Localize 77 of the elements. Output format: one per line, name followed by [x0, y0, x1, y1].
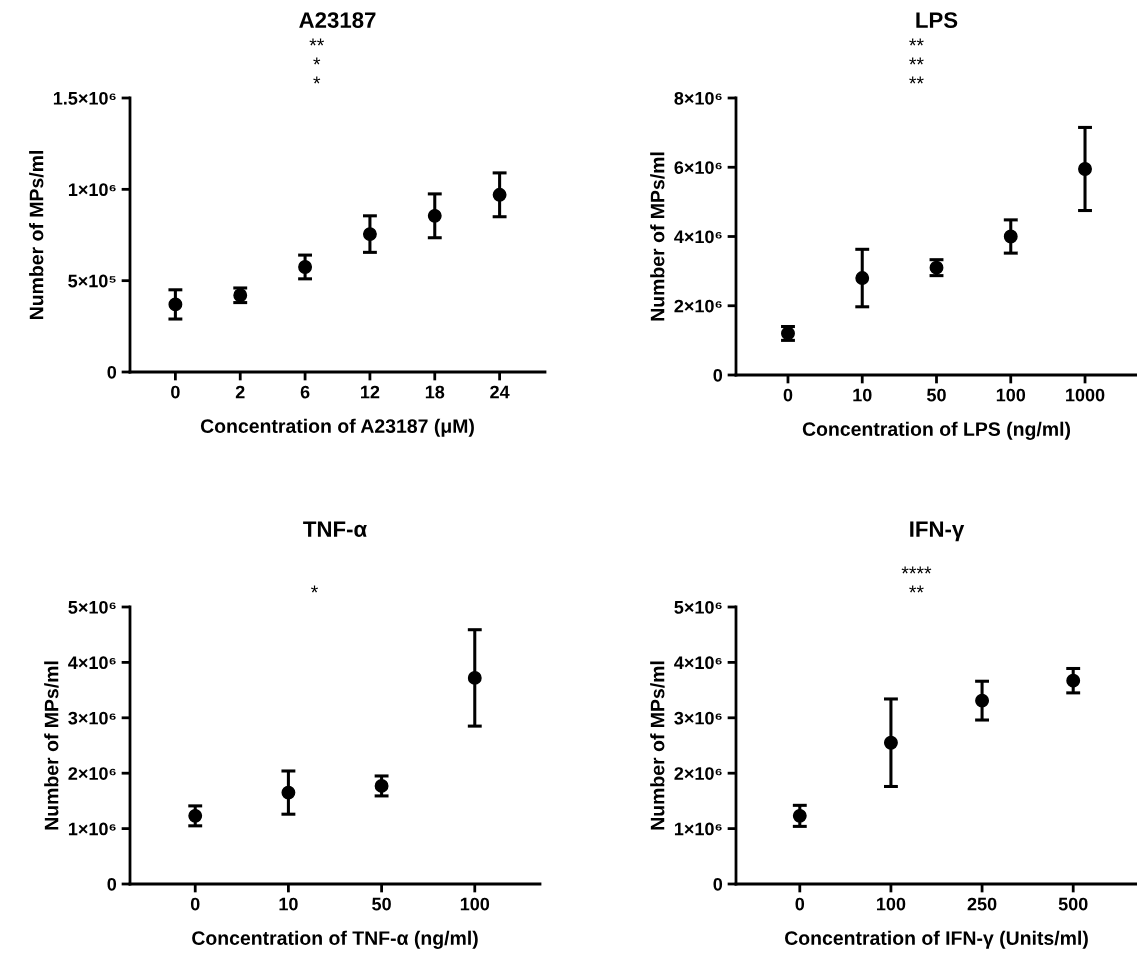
x-tick-label: 0 [795, 897, 805, 911]
chart-title: TNF-α [303, 521, 367, 537]
y-tick-label: 5×10⁵ [68, 274, 116, 288]
y-tick-label: 2×10⁶ [674, 767, 722, 780]
y-tick-label: 4×10⁶ [674, 656, 722, 670]
point [1066, 673, 1081, 688]
chart-title: LPS [916, 12, 958, 28]
y-tick-label: 1×10⁶ [68, 822, 116, 836]
point [1078, 162, 1092, 176]
y-axis-title: Number of MPs/ml [650, 152, 665, 321]
y-tick-label: 0 [107, 877, 117, 891]
x-tick-label: 10 [853, 388, 872, 402]
point [975, 693, 990, 708]
x-tick-label: 500 [1058, 897, 1088, 911]
x-tick-label: 24 [490, 385, 510, 399]
y-tick-label: 1×10⁶ [68, 183, 116, 197]
point [492, 187, 507, 202]
y-tick-label: 6×10⁶ [674, 161, 722, 174]
point [855, 271, 870, 285]
point [374, 778, 389, 793]
point [792, 808, 807, 823]
y-tick-label: 0 [107, 365, 117, 379]
text: ** [909, 76, 924, 84]
x-axis-title: Concentration of TNF-α (ng/ml) [192, 930, 478, 949]
text: * [311, 585, 318, 593]
y-tick-label: 2×10⁶ [674, 299, 722, 313]
text: ** [309, 38, 325, 46]
x-tick-label: 0 [190, 897, 200, 911]
point [1003, 229, 1018, 244]
text: ** [909, 38, 924, 46]
y-tick-label: 3×10⁶ [674, 711, 722, 725]
x-tick-label: 50 [372, 897, 391, 911]
point [362, 227, 377, 242]
y-tick-label: 4×10⁶ [68, 656, 116, 670]
x-axis-title: Concentration of A23187 (μM) [200, 418, 474, 437]
x-axis-title: Concentration of LPS (ng/ml) [802, 421, 1071, 440]
y-axis-title: Number of MPs/ml [650, 661, 665, 830]
x-tick-label: 1000 [1066, 388, 1105, 402]
x-tick-label: 0 [783, 388, 793, 402]
text: * [313, 57, 321, 65]
point [281, 785, 296, 800]
y-tick-label: 4×10⁶ [674, 230, 722, 244]
point [883, 735, 898, 750]
x-tick-label: 250 [967, 897, 997, 911]
point [168, 297, 183, 312]
y-tick-label: 5×10⁶ [68, 600, 116, 614]
y-tick-label: 2×10⁶ [68, 767, 116, 780]
y-tick-label: 8×10⁶ [674, 91, 722, 105]
y-axis-title: Number of MPs/ml [44, 661, 59, 830]
y-tick-label: 0 [713, 368, 723, 382]
point [188, 808, 203, 823]
point [298, 260, 313, 274]
x-tick-label: 6 [300, 385, 310, 399]
x-tick-label: 12 [361, 385, 380, 399]
x-tick-label: 100 [996, 388, 1026, 402]
x-tick-label: 0 [171, 385, 180, 399]
y-tick-label: 0 [713, 877, 723, 891]
y-tick-label: 1.5×10⁶ [53, 91, 116, 105]
point [467, 670, 482, 685]
x-axis-title: Concentration of IFN-γ (Units/ml) [785, 930, 1088, 949]
x-tick-label: 2 [235, 385, 245, 399]
y-tick-label: 5×10⁶ [674, 600, 722, 614]
x-tick-label: 100 [877, 897, 906, 911]
y-axis-title: Number of MPs/ml [29, 151, 44, 320]
text: **** [901, 566, 932, 574]
point [427, 208, 442, 223]
x-tick-label: 18 [425, 385, 445, 399]
text: ** [909, 585, 924, 593]
y-tick-label: 1×10⁶ [674, 822, 722, 836]
chart-title: A23187 [299, 12, 376, 28]
text: ** [909, 57, 924, 65]
text: * [313, 76, 321, 84]
y-tick-label: 3×10⁶ [68, 711, 116, 725]
x-tick-label: 100 [460, 897, 490, 911]
x-tick-label: 50 [927, 388, 946, 402]
chart-title: IFN-γ [910, 521, 965, 542]
x-tick-label: 10 [279, 897, 298, 911]
